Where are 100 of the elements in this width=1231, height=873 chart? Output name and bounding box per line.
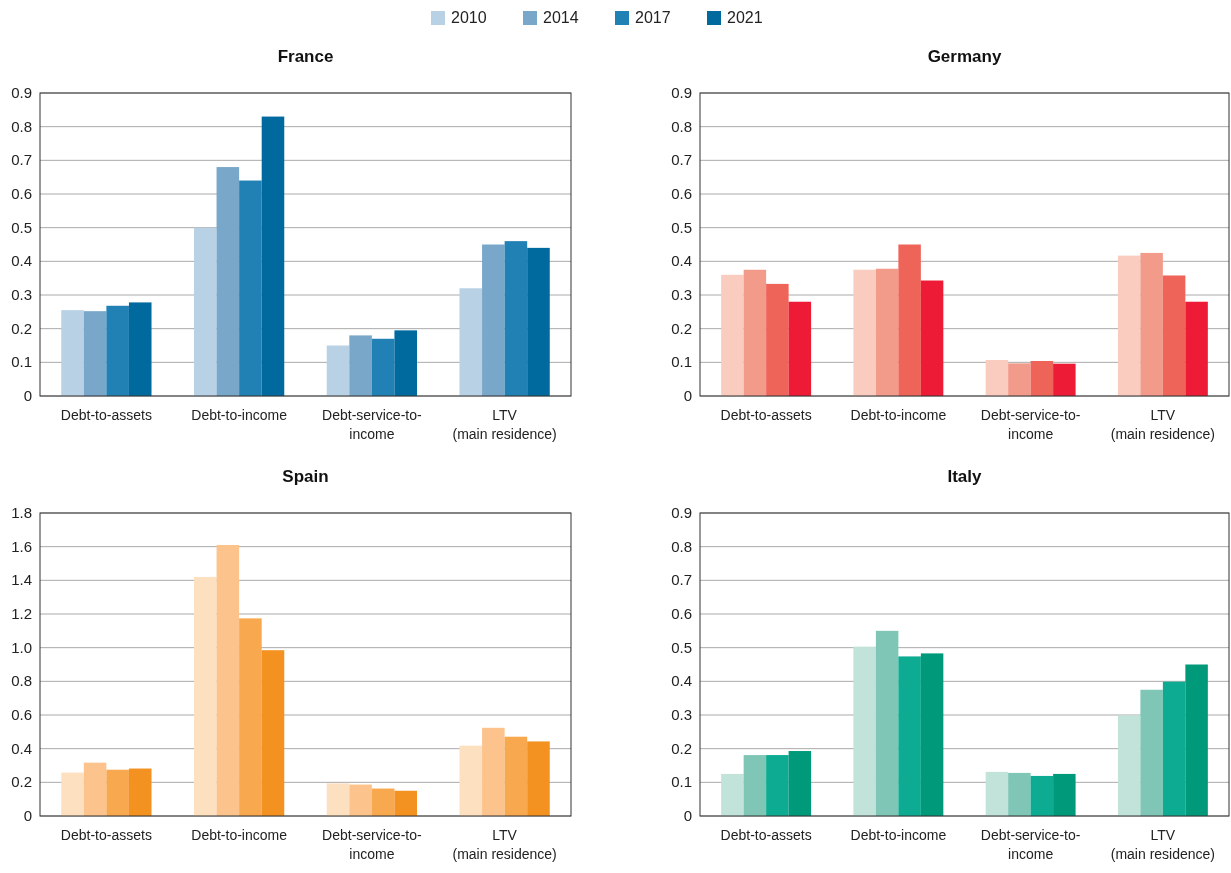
y-tick-label: 0.3	[671, 286, 692, 303]
y-tick-label: 0	[683, 807, 692, 824]
x-tick-label: Debt-service-to-income	[980, 827, 1081, 862]
bar	[106, 769, 129, 816]
legend-label: 2010	[451, 9, 487, 26]
bar	[239, 618, 262, 816]
bar	[527, 741, 550, 816]
y-tick-label: 0.6	[11, 706, 32, 723]
y-tick-label: 0.9	[671, 504, 692, 521]
bar	[459, 288, 483, 396]
x-tick-label: Debt-to-assets	[720, 407, 812, 423]
bar	[1053, 363, 1076, 396]
legend-label: 2021	[727, 9, 763, 26]
bar	[128, 302, 152, 396]
bar	[1185, 664, 1208, 816]
x-tick-label: LTV (main residence)	[1110, 407, 1216, 442]
bar	[788, 751, 812, 816]
y-tick-label: 0.4	[11, 252, 32, 270]
bar	[216, 167, 240, 396]
y-tick-label: 0	[23, 387, 32, 404]
x-tick-label: Debt-service-to-income	[980, 407, 1081, 442]
bar	[1140, 252, 1163, 396]
bar	[985, 771, 1009, 816]
x-tick-label: LTV (main residence)	[452, 407, 557, 442]
x-tick-label: Debt-to-income	[850, 407, 947, 423]
y-tick-label: 0.5	[671, 638, 692, 656]
x-tick-label: Debt-to-assets	[720, 827, 812, 843]
chart-title: Spain	[282, 467, 329, 486]
bar	[261, 650, 285, 816]
x-tick-label: Debt-to-assets	[60, 827, 152, 843]
y-tick-label: 1.6	[11, 537, 32, 555]
bar	[1053, 773, 1076, 816]
bar	[766, 283, 789, 396]
bar	[349, 784, 372, 816]
chart-title: France	[277, 47, 334, 66]
bar	[394, 330, 418, 396]
bar	[239, 180, 262, 396]
y-tick-label: 1.2	[11, 605, 32, 622]
y-tick-label: 0.8	[11, 117, 32, 135]
bar	[743, 755, 767, 816]
bar	[83, 311, 107, 396]
bar	[721, 274, 744, 396]
bar	[1162, 681, 1186, 816]
y-tick-label: 0.2	[11, 319, 32, 337]
bar	[504, 241, 528, 396]
x-tick-label: LTV (main residence)	[452, 827, 557, 862]
y-tick-label: 0.6	[671, 605, 692, 622]
y-tick-label: 0.2	[11, 773, 32, 791]
x-tick-label: Debt-to-income	[191, 407, 288, 423]
legend-label: 2014	[543, 9, 579, 26]
bar	[1030, 775, 1054, 816]
x-tick-label: Debt-to-assets	[60, 407, 152, 423]
bar	[743, 269, 767, 396]
x-tick-label: Debt-service-to-income	[322, 827, 422, 862]
bar	[875, 630, 899, 816]
y-tick-label: 0.8	[671, 117, 692, 135]
bar	[875, 268, 899, 396]
y-tick-label: 0.6	[671, 185, 692, 202]
bar	[1030, 360, 1054, 396]
bar	[261, 116, 285, 396]
bar	[371, 338, 395, 396]
bar	[61, 772, 84, 816]
y-tick-label: 0.4	[11, 739, 32, 757]
y-tick-label: 1.4	[11, 571, 32, 589]
bar	[766, 755, 789, 816]
bar	[1117, 715, 1141, 816]
bar	[721, 773, 744, 816]
y-tick-label: 0.5	[11, 218, 32, 236]
y-tick-label: 0.9	[671, 84, 692, 101]
bar	[128, 768, 152, 816]
bar	[920, 280, 944, 396]
y-tick-label: 0.9	[11, 84, 32, 101]
y-tick-label: 0.8	[11, 672, 32, 690]
bar	[394, 790, 418, 816]
bar	[1185, 301, 1208, 396]
legend-label: 2017	[635, 9, 671, 26]
bar	[482, 727, 505, 816]
bar	[898, 244, 921, 396]
bar	[985, 359, 1009, 396]
bar	[349, 335, 372, 396]
y-tick-label: 0.5	[671, 218, 692, 236]
y-tick-label: 0.6	[11, 185, 32, 202]
bar	[61, 310, 84, 396]
y-tick-label: 1.0	[11, 638, 32, 656]
y-tick-label: 0.2	[671, 319, 692, 337]
bar	[504, 736, 528, 816]
bar	[1008, 772, 1031, 816]
bar	[482, 244, 505, 396]
bar	[853, 646, 876, 816]
bar	[83, 762, 107, 816]
y-tick-label: 0.4	[671, 252, 692, 270]
bar	[527, 247, 550, 396]
x-tick-label: Debt-to-income	[191, 827, 288, 843]
y-tick-label: 0.7	[671, 151, 692, 169]
bar	[1008, 363, 1031, 396]
bar	[1117, 255, 1141, 396]
y-tick-label: 0.1	[671, 773, 692, 791]
bar	[898, 656, 921, 816]
y-tick-label: 0	[23, 807, 32, 824]
chart-title: Germany	[927, 47, 1002, 66]
